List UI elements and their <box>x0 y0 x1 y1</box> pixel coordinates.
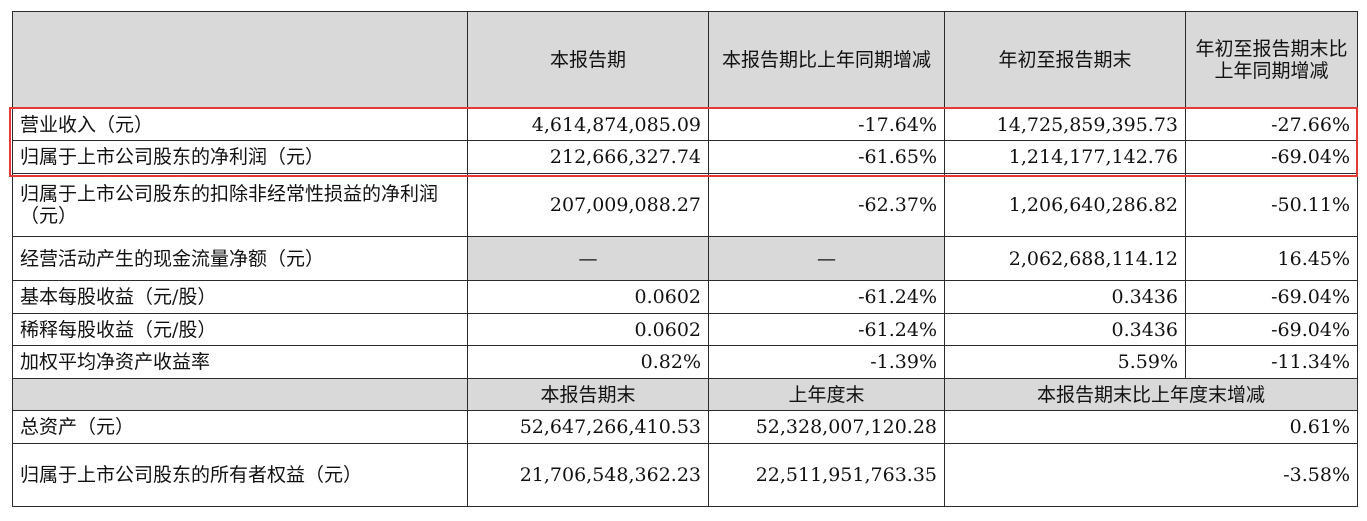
table-row: 加权平均净资产收益率 0.82% -1.39% 5.59% -11.34% <box>12 345 1358 379</box>
cell-ytd-change: -11.34% <box>1185 345 1358 379</box>
cell-current-change: -62.37% <box>708 173 945 237</box>
cell-ytd-change: -69.04% <box>1185 140 1358 174</box>
cell-current-change: -17.64% <box>708 108 945 141</box>
header-current-period: 本报告期 <box>467 11 709 109</box>
row-label: 经营活动产生的现金流量净额（元） <box>12 236 468 281</box>
row-label: 加权平均净资产收益率 <box>12 345 468 379</box>
cell-period-end-change: 0.61% <box>944 410 1358 444</box>
financial-table: 本报告期 本报告期比上年同期增减 年初至报告期末 年初至报告期末比上年同期增减 … <box>12 11 1358 507</box>
row-label: 归属于上市公司股东的所有者权益（元） <box>12 443 468 507</box>
header-ytd: 年初至报告期末 <box>944 11 1186 109</box>
cell-current-period: 207,009,088.27 <box>467 173 709 237</box>
cell-ytd: 2,062,688,114.12 <box>944 236 1186 281</box>
cell-last-year-end: 52,328,007,120.28 <box>708 410 945 444</box>
header-ytd-change: 年初至报告期末比上年同期增减 <box>1185 11 1358 109</box>
cell-ytd-change: -69.04% <box>1185 280 1358 314</box>
cell-current-period: 212,666,327.74 <box>467 140 709 174</box>
cell-ytd: 0.3436 <box>944 280 1186 314</box>
header-blank-cell <box>12 11 468 109</box>
cell-period-end-change: -3.58% <box>944 443 1358 507</box>
cell-current-change: -1.39% <box>708 345 945 379</box>
header-row: 本报告期 本报告期比上年同期增减 年初至报告期末 年初至报告期末比上年同期增减 <box>12 11 1358 109</box>
header-last-year-end: 上年度末 <box>708 378 945 411</box>
table-row: 归属于上市公司股东的扣除非经常性损益的净利润（元） 207,009,088.27… <box>12 173 1358 237</box>
table-row: 稀释每股收益（元/股） 0.0602 -61.24% 0.3436 -69.04… <box>12 313 1358 346</box>
header-period-end-change: 本报告期末比上年度末增减 <box>944 378 1358 411</box>
cell-last-year-end: 22,511,951,763.35 <box>708 443 945 507</box>
table-row: 营业收入（元） 4,614,874,085.09 -17.64% 14,725,… <box>12 108 1358 141</box>
cell-current-period: 0.82% <box>467 345 709 379</box>
cell-ytd: 0.3436 <box>944 313 1186 346</box>
row-label: 稀释每股收益（元/股） <box>12 313 468 346</box>
cell-ytd-change: 16.45% <box>1185 236 1358 281</box>
header-period-end: 本报告期末 <box>467 378 709 411</box>
cell-ytd-change: -27.66% <box>1185 108 1358 141</box>
cell-ytd-change: -50.11% <box>1185 173 1358 237</box>
cell-current-period: — <box>467 236 709 281</box>
cell-current-change: -61.24% <box>708 313 945 346</box>
cell-ytd: 1,214,177,142.76 <box>944 140 1186 174</box>
table-row: 总资产（元） 52,647,266,410.53 52,328,007,120.… <box>12 410 1358 444</box>
table-row: 基本每股收益（元/股） 0.0602 -61.24% 0.3436 -69.04… <box>12 280 1358 314</box>
cell-current-change: — <box>708 236 945 281</box>
cell-current-change: -61.65% <box>708 140 945 174</box>
table-row: 归属于上市公司股东的净利润（元） 212,666,327.74 -61.65% … <box>12 140 1358 174</box>
cell-ytd-change: -69.04% <box>1185 313 1358 346</box>
row-label: 总资产（元） <box>12 410 468 444</box>
cell-current-period: 4,614,874,085.09 <box>467 108 709 141</box>
cell-period-end: 52,647,266,410.53 <box>467 410 709 444</box>
row-label: 归属于上市公司股东的净利润（元） <box>12 140 468 174</box>
cell-current-period: 0.0602 <box>467 313 709 346</box>
header-current-period-change: 本报告期比上年同期增减 <box>708 11 945 109</box>
row-label: 营业收入（元） <box>12 108 468 141</box>
cell-period-end: 21,706,548,362.23 <box>467 443 709 507</box>
table-row: 归属于上市公司股东的所有者权益（元） 21,706,548,362.23 22,… <box>12 443 1358 507</box>
cell-ytd: 14,725,859,395.73 <box>944 108 1186 141</box>
table-row: 经营活动产生的现金流量净额（元） — — 2,062,688,114.12 16… <box>12 236 1358 281</box>
cell-current-period: 0.0602 <box>467 280 709 314</box>
header-row-2: 本报告期末 上年度末 本报告期末比上年度末增减 <box>12 378 1358 411</box>
row-label: 归属于上市公司股东的扣除非经常性损益的净利润（元） <box>12 173 468 237</box>
cell-ytd: 5.59% <box>944 345 1186 379</box>
row-label: 基本每股收益（元/股） <box>12 280 468 314</box>
cell-ytd: 1,206,640,286.82 <box>944 173 1186 237</box>
header2-blank-cell <box>12 378 468 411</box>
cell-current-change: -61.24% <box>708 280 945 314</box>
